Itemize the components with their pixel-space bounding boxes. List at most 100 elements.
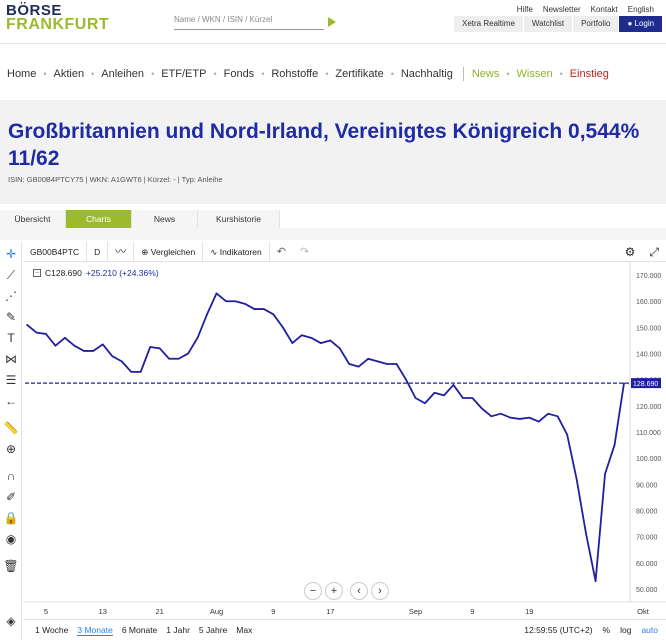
zoom-in-button[interactable]: + xyxy=(325,582,343,600)
nav-zertifikate[interactable]: Zertifikate xyxy=(335,68,384,80)
text-icon[interactable]: T xyxy=(7,331,15,345)
data-point xyxy=(395,363,398,365)
data-point xyxy=(481,407,483,410)
link-contact[interactable]: Kontakt xyxy=(590,5,618,14)
lock-icon[interactable]: 🔒 xyxy=(3,511,19,525)
tab-uebersicht[interactable]: Übersicht xyxy=(0,210,66,228)
clock-readout[interactable]: 12:59:55 (UTC+2) xyxy=(524,625,593,635)
data-point xyxy=(462,397,464,399)
tab-kurshistorie[interactable]: Kurshistorie xyxy=(198,210,280,228)
fullscreen-icon[interactable]: ⤢ xyxy=(649,244,659,259)
logo[interactable]: BÖRSE FRANKFURT xyxy=(6,3,110,33)
y-tick-label: 100.000 xyxy=(636,456,661,463)
tab-news[interactable]: News xyxy=(132,210,198,228)
data-point xyxy=(338,347,341,350)
settings-icon[interactable]: ⚙ xyxy=(624,244,636,259)
range-6m[interactable]: 6 Monate xyxy=(121,625,158,635)
zoom-in-icon[interactable]: ⊕ xyxy=(5,442,17,456)
link-english[interactable]: English xyxy=(627,5,654,14)
data-point xyxy=(386,363,388,365)
range-1y[interactable]: 1 Jahr xyxy=(166,625,190,635)
page-title: Großbritannien und Nord-Irland, Vereinig… xyxy=(8,120,640,170)
login-button[interactable]: ● Login xyxy=(619,16,663,32)
data-point xyxy=(537,420,540,423)
range-1w[interactable]: 1 Woche xyxy=(35,625,69,635)
y-tick-label: 120.000 xyxy=(636,404,661,411)
pattern-icon[interactable]: ⋈ xyxy=(5,352,17,366)
last-price-badge xyxy=(631,378,661,389)
data-point xyxy=(35,331,38,334)
trash-icon[interactable]: 🗑 xyxy=(3,559,19,573)
tab-portfolio[interactable]: Portfolio xyxy=(573,16,619,32)
nav-home[interactable]: Home xyxy=(7,68,37,80)
nav-einstieg[interactable]: Einstieg xyxy=(569,68,609,80)
forecast-icon[interactable]: ☰ xyxy=(5,373,17,387)
nav-nachhaltig[interactable]: Nachhaltig xyxy=(400,68,453,80)
fib-icon[interactable]: ⋰ xyxy=(5,289,17,303)
tab-xetra-realtime[interactable]: Xetra Realtime xyxy=(454,16,523,32)
nav-aktien[interactable]: Aktien xyxy=(53,68,85,80)
range-max[interactable]: Max xyxy=(236,625,253,635)
chart-toolbar: GB00B4PTC D 〰 ⊕ Vergleichen ∿ Indikatore… xyxy=(23,241,666,262)
logo-line2: FRANKFURT xyxy=(6,16,110,33)
x-tick-label: 5 xyxy=(44,607,48,616)
log-toggle[interactable]: log xyxy=(620,625,632,635)
data-point xyxy=(26,323,28,326)
data-point xyxy=(518,418,521,420)
pencil-lock-icon[interactable]: ✐ xyxy=(5,490,17,504)
data-point xyxy=(405,378,407,381)
range-3m[interactable]: 3 Monate xyxy=(77,624,113,636)
data-point xyxy=(547,412,549,415)
data-point xyxy=(301,334,303,337)
zoom-out-button[interactable]: − xyxy=(304,582,322,600)
ruler-icon[interactable]: 📏 xyxy=(3,421,19,435)
interval-select[interactable]: D xyxy=(87,241,109,262)
data-point xyxy=(433,391,436,394)
nav-anleihen[interactable]: Anleihen xyxy=(101,68,145,80)
back-arrow-icon[interactable]: ← xyxy=(5,394,17,408)
scroll-right-button[interactable]: › xyxy=(371,582,389,600)
symbol-field[interactable]: GB00B4PTC xyxy=(23,241,88,262)
trendline-icon[interactable]: ⟋ xyxy=(6,268,16,282)
nav-rohstoffe[interactable]: Rohstoffe xyxy=(271,68,319,80)
nav-etf[interactable]: ETF/ETP xyxy=(161,68,207,80)
eye-icon[interactable]: ◉ xyxy=(5,532,17,546)
data-point xyxy=(310,337,313,339)
collapse-legend-icon[interactable]: – xyxy=(33,269,41,277)
data-point xyxy=(348,363,350,365)
undo-icon[interactable]: ↶ xyxy=(276,245,286,258)
search-input[interactable]: Name / WKN / ISIN / Kürzel xyxy=(174,12,324,30)
data-point xyxy=(253,308,256,310)
y-tick-label: 90.000 xyxy=(636,482,658,489)
nav-fonds[interactable]: Fonds xyxy=(223,68,255,80)
layers-icon[interactable]: ◈ xyxy=(6,614,16,628)
crosshair-icon[interactable]: ✛ xyxy=(5,247,17,261)
divider xyxy=(0,43,666,44)
data-point xyxy=(102,343,104,346)
tab-watchlist[interactable]: Watchlist xyxy=(523,16,573,32)
auto-toggle[interactable]: auto xyxy=(641,625,658,635)
indicators-button[interactable]: ∿ Indikatoren xyxy=(203,241,270,262)
data-point xyxy=(471,397,474,399)
percent-toggle[interactable]: % xyxy=(602,625,611,635)
data-point xyxy=(613,444,616,446)
data-point xyxy=(575,478,578,480)
range-5y[interactable]: 5 Jahre xyxy=(198,625,228,635)
tab-charts[interactable]: Charts xyxy=(66,210,132,228)
price-chart[interactable]: 50.000 60.000 70.000 80.000 90.000 100.000 110… xyxy=(23,262,666,619)
data-point xyxy=(367,357,369,360)
redo-icon[interactable]: ↷ xyxy=(299,245,310,258)
magnet-icon[interactable]: ∩ xyxy=(6,469,16,483)
nav-news[interactable]: News xyxy=(471,68,500,80)
data-point xyxy=(225,300,227,303)
link-help[interactable]: Hilfe xyxy=(516,5,533,14)
y-tick-label: 60.000 xyxy=(636,561,658,568)
legend-change: +25.210 (+24.36%) xyxy=(85,268,159,278)
link-newsletter[interactable]: Newsletter xyxy=(542,5,581,14)
scroll-left-button[interactable]: ‹ xyxy=(350,582,368,600)
search-submit-icon[interactable] xyxy=(328,17,336,27)
nav-wissen[interactable]: Wissen xyxy=(516,68,553,80)
chart-type-icon[interactable]: 〰 xyxy=(108,241,135,262)
compare-button[interactable]: ⊕ Vergleichen xyxy=(134,241,204,262)
brush-icon[interactable]: ✎ xyxy=(5,310,17,324)
